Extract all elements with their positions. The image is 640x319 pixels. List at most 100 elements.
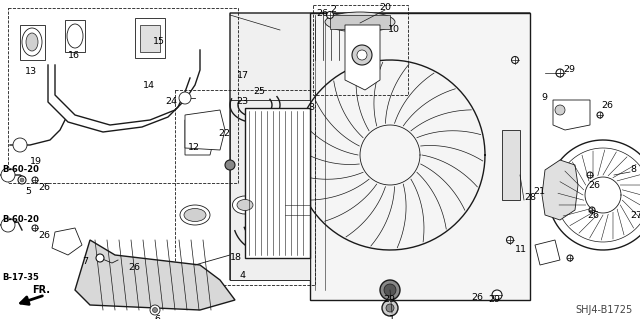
Text: 14: 14: [143, 80, 155, 90]
Polygon shape: [345, 25, 380, 90]
Circle shape: [352, 45, 372, 65]
Bar: [245, 108, 310, 258]
Polygon shape: [20, 25, 45, 60]
Circle shape: [20, 178, 24, 182]
Circle shape: [32, 177, 38, 183]
Text: 29: 29: [563, 65, 575, 75]
Text: 6: 6: [154, 315, 160, 319]
Ellipse shape: [325, 12, 395, 32]
Bar: [310, 13, 530, 300]
Circle shape: [18, 176, 26, 184]
Bar: [230, 100, 310, 280]
Text: 8: 8: [630, 166, 636, 174]
Text: 10: 10: [388, 26, 400, 34]
Polygon shape: [75, 240, 235, 310]
Text: 23: 23: [236, 98, 248, 107]
Text: B-60-20: B-60-20: [2, 216, 39, 225]
Text: 18: 18: [230, 254, 242, 263]
Text: 22: 22: [218, 129, 230, 137]
Circle shape: [225, 160, 235, 170]
Circle shape: [1, 218, 15, 232]
Text: 4: 4: [240, 271, 246, 280]
Circle shape: [150, 305, 160, 315]
Circle shape: [179, 92, 191, 104]
Circle shape: [380, 280, 400, 300]
Polygon shape: [285, 195, 310, 230]
Text: 21: 21: [533, 188, 545, 197]
Circle shape: [506, 236, 513, 243]
Circle shape: [1, 168, 15, 182]
Circle shape: [32, 225, 38, 231]
Polygon shape: [52, 228, 82, 255]
Polygon shape: [65, 20, 85, 52]
Circle shape: [384, 284, 396, 296]
Text: SHJ4-B1725: SHJ4-B1725: [575, 305, 632, 315]
Bar: [245, 108, 307, 256]
Bar: [8, 8, 238, 183]
Text: 11: 11: [515, 246, 527, 255]
Text: 20: 20: [379, 3, 391, 11]
Circle shape: [13, 138, 27, 152]
Circle shape: [589, 207, 595, 213]
Ellipse shape: [237, 199, 253, 211]
Ellipse shape: [22, 28, 42, 56]
Polygon shape: [502, 130, 520, 200]
Text: 19: 19: [30, 158, 42, 167]
Text: 28: 28: [524, 192, 536, 202]
Text: 26: 26: [471, 293, 483, 302]
Text: 3: 3: [308, 103, 314, 113]
Polygon shape: [140, 25, 160, 52]
Circle shape: [567, 255, 573, 261]
Text: 26: 26: [316, 9, 328, 18]
Text: 26: 26: [587, 211, 599, 219]
Circle shape: [587, 172, 593, 178]
Polygon shape: [542, 160, 578, 220]
Circle shape: [492, 290, 502, 300]
Text: 26: 26: [38, 183, 50, 192]
Circle shape: [555, 105, 565, 115]
Text: 25: 25: [253, 87, 265, 97]
Circle shape: [386, 304, 394, 312]
Text: 26: 26: [588, 181, 600, 189]
Polygon shape: [185, 110, 225, 150]
Circle shape: [597, 112, 603, 118]
Text: 1: 1: [389, 315, 395, 319]
Text: 29: 29: [383, 295, 395, 305]
Bar: [175, 90, 315, 285]
Circle shape: [357, 50, 367, 60]
Ellipse shape: [26, 33, 38, 51]
Bar: [313, 5, 408, 95]
Circle shape: [326, 11, 333, 19]
Polygon shape: [230, 13, 530, 280]
Ellipse shape: [180, 205, 210, 225]
Text: 12: 12: [188, 144, 200, 152]
Text: 26: 26: [601, 100, 613, 109]
Text: 9: 9: [541, 93, 547, 101]
Polygon shape: [135, 18, 165, 58]
Polygon shape: [553, 100, 590, 130]
Text: 16: 16: [68, 50, 80, 60]
Polygon shape: [535, 240, 560, 265]
Polygon shape: [185, 120, 215, 155]
Circle shape: [511, 56, 518, 63]
Text: 27: 27: [630, 211, 640, 219]
Bar: [330, 15, 390, 29]
Text: 29: 29: [488, 295, 500, 305]
Text: 24: 24: [165, 98, 177, 107]
Circle shape: [152, 308, 157, 313]
Ellipse shape: [67, 24, 83, 48]
Ellipse shape: [232, 196, 257, 214]
Ellipse shape: [184, 209, 206, 221]
Text: B-17-35: B-17-35: [2, 273, 39, 283]
Text: 13: 13: [25, 68, 37, 77]
Text: 2: 2: [330, 5, 336, 14]
Circle shape: [382, 300, 398, 316]
Text: FR.: FR.: [32, 285, 50, 295]
Text: 15: 15: [153, 38, 165, 47]
Text: 5: 5: [25, 188, 31, 197]
Text: 17: 17: [237, 70, 249, 79]
Text: 26: 26: [128, 263, 140, 272]
Text: 26: 26: [38, 231, 50, 240]
Text: B-60-20: B-60-20: [2, 166, 39, 174]
Circle shape: [96, 254, 104, 262]
